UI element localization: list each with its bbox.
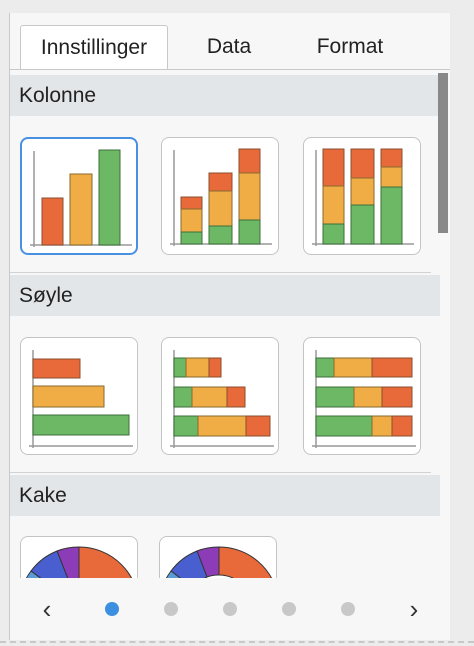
page-dot-2[interactable] — [164, 602, 178, 616]
section-divider — [10, 472, 431, 473]
clustered-column-icon — [30, 149, 132, 247]
stacked-column-option[interactable] — [161, 137, 279, 255]
percent-stacked-bar-icon — [312, 350, 416, 448]
section-divider — [10, 272, 431, 273]
page-dot-3[interactable] — [223, 602, 237, 616]
dashed-bottom-border — [0, 641, 474, 643]
scrollbar-thumb[interactable] — [438, 73, 448, 233]
section-header-soyle: Søyle — [10, 275, 440, 316]
section-header-kolonne: Kolonne — [10, 75, 440, 116]
clustered-column-option[interactable] — [20, 137, 138, 255]
next-page-button[interactable]: › — [409, 594, 419, 624]
clustered-bar-icon — [29, 350, 133, 448]
clustered-bar-option[interactable] — [20, 337, 138, 455]
stacked-column-icon — [170, 148, 272, 246]
percent-stacked-column-option[interactable] — [303, 137, 421, 255]
tab-data[interactable]: Data — [206, 35, 252, 58]
percent-stacked-column-icon — [312, 148, 414, 246]
page-dot-5[interactable] — [341, 602, 355, 616]
prev-page-button[interactable]: ‹ — [42, 594, 52, 624]
pager: ‹ › — [10, 578, 450, 640]
stacked-bar-option[interactable] — [161, 337, 279, 455]
tab-divider — [10, 69, 450, 70]
chart-type-panel: Innstillinger Data Format Kolonne — [9, 13, 450, 640]
section-header-kake: Kake — [10, 475, 440, 516]
tab-format[interactable]: Format — [316, 35, 384, 58]
stacked-bar-icon — [170, 350, 274, 448]
tab-settings[interactable]: Innstillinger — [20, 25, 168, 70]
percent-stacked-bar-option[interactable] — [303, 337, 421, 455]
page-dot-4[interactable] — [282, 602, 296, 616]
page-dot-1[interactable] — [105, 602, 119, 616]
